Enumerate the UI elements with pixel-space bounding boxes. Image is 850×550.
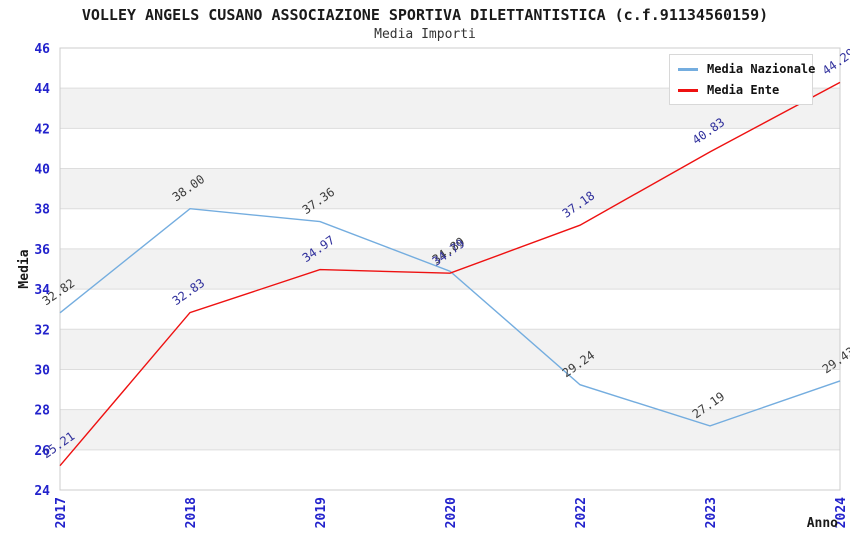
- x-tick-label: 2024: [834, 497, 849, 528]
- background-band: [60, 289, 840, 330]
- x-tick-label: 2022: [574, 497, 589, 528]
- x-tick-label: 2023: [704, 497, 719, 528]
- y-tick-label: 30: [34, 363, 50, 378]
- y-tick-label: 40: [34, 163, 50, 178]
- y-tick-label: 32: [34, 323, 50, 338]
- x-tick-label: 2017: [54, 497, 69, 528]
- y-tick-label: 44: [34, 82, 50, 97]
- y-tick-label: 26: [34, 444, 50, 459]
- y-tick-label: 28: [34, 404, 50, 419]
- y-tick-label: 24: [34, 484, 50, 499]
- y-tick-label: 38: [34, 203, 50, 218]
- series-line-media-ente: [59, 81, 841, 467]
- background-band: [60, 449, 840, 490]
- y-axis-title: Media: [17, 249, 32, 288]
- legend-item-media-ente: Media Ente: [670, 81, 812, 99]
- background-band: [60, 128, 840, 169]
- y-tick-label: 34: [34, 283, 50, 298]
- series-line-media-nazionale: [59, 208, 841, 427]
- legend: Media Nazionale Media Ente: [669, 54, 816, 105]
- x-tick-label: 2019: [314, 497, 329, 528]
- legend-item-media-nazionale: Media Nazionale: [670, 60, 816, 78]
- media-ente-line-swatch-icon: [678, 88, 698, 92]
- legend-label-media-nazionale: Media Nazionale: [707, 62, 816, 76]
- y-tick-label: 36: [34, 243, 50, 258]
- chart-subtitle: Media Importi: [374, 27, 476, 42]
- background-band: [60, 369, 840, 410]
- background-band: [60, 329, 840, 370]
- x-tick-label: 2018: [184, 497, 199, 528]
- plot-border: [59, 47, 841, 491]
- background-band: [60, 208, 840, 249]
- x-tick-label: 2020: [444, 497, 459, 528]
- x-axis-title: Anno: [807, 516, 838, 531]
- media-nazionale-line-swatch-icon: [678, 67, 698, 71]
- background-band: [60, 248, 840, 290]
- background-band: [60, 409, 840, 450]
- chart-title: VOLLEY ANGELS CUSANO ASSOCIAZIONE SPORTI…: [81, 6, 769, 24]
- y-tick-label: 42: [34, 122, 50, 137]
- legend-label-media-ente: Media Ente: [707, 83, 780, 97]
- y-tick-label: 46: [34, 42, 50, 57]
- background-band: [60, 168, 840, 209]
